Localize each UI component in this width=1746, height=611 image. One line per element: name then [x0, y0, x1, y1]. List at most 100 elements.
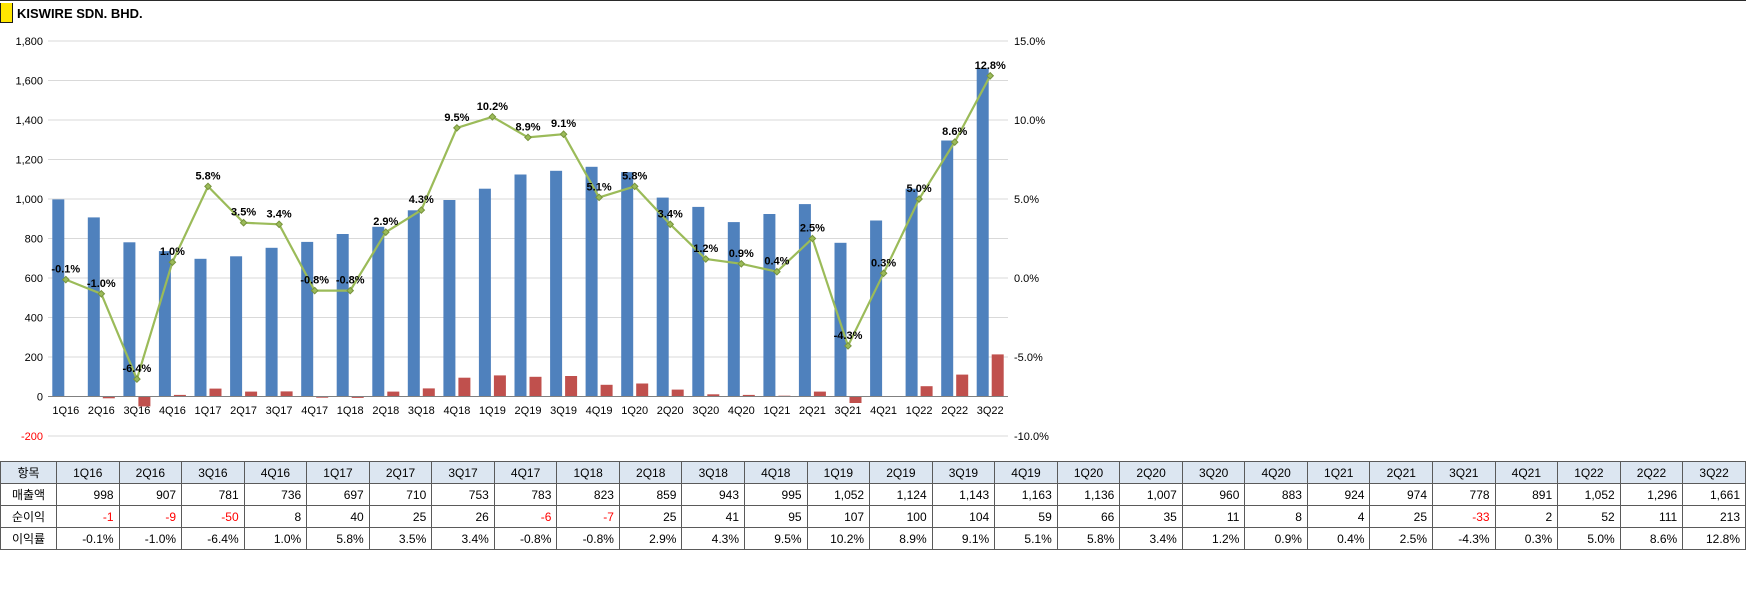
revenue-bar — [905, 188, 918, 397]
x-axis-label: 1Q17 — [195, 405, 222, 417]
left-axis-tick-label: 0 — [37, 392, 43, 404]
quarter-column-header: 2Q19 — [869, 461, 933, 484]
table-cell: 26 — [431, 505, 495, 528]
table-cell: 41 — [681, 505, 746, 528]
revenue-bar — [692, 206, 705, 397]
table-row: 이익률 -0.1% -1.0% -6.4% 1.0% 5.8% 3.5% 3.4% -0.8% -… — [0, 527, 1746, 550]
revenue-bar — [230, 256, 243, 397]
margin-marker — [275, 220, 284, 229]
table-cell: 883 — [1244, 483, 1308, 506]
margin-marker — [61, 275, 70, 284]
net-income-bar — [707, 394, 720, 397]
revenue-bar — [194, 258, 207, 397]
revenue-bar — [656, 197, 669, 397]
table-cell: 891 — [1494, 483, 1559, 506]
margin-marker — [97, 289, 106, 298]
revenue-bar — [585, 166, 598, 397]
margin-data-label: 2.5% — [800, 223, 825, 235]
table-cell: 59 — [994, 505, 1058, 528]
table-cell: -6 — [493, 505, 558, 528]
table-cell: 1,163 — [994, 483, 1058, 506]
revenue-bar — [550, 170, 563, 397]
row-label: 이익률 — [0, 527, 57, 550]
table-cell: 859 — [618, 483, 683, 506]
table-cell: 0.4% — [1306, 527, 1371, 550]
quarter-column-header: 4Q16 — [243, 461, 308, 484]
table-cell: 8 — [243, 505, 308, 528]
table-cell: 1.2% — [1181, 527, 1246, 550]
revenue-margin-combo-chart: -0.1% -1.0% -6.4% 1.0% 5.8% 3.5% 3.4% -0.8% -0.8… — [0, 25, 1065, 461]
left-axis-tick-label: 1,200 — [15, 155, 43, 167]
x-axis-label: 1Q21 — [763, 405, 790, 417]
left-axis-tick-label: 400 — [25, 313, 43, 325]
revenue-bar — [336, 234, 349, 397]
net-income-bar — [245, 391, 258, 397]
x-axis-label: 1Q22 — [906, 405, 933, 417]
table-cell: 8.9% — [869, 527, 933, 550]
x-axis-label: 4Q21 — [870, 405, 897, 417]
row-label: 매출액 — [0, 483, 57, 506]
table-cell: 213 — [1682, 505, 1746, 528]
x-axis-label: 4Q16 — [159, 405, 186, 417]
table-cell: 100 — [869, 505, 933, 528]
quarter-column-header: 2Q21 — [1369, 461, 1434, 484]
x-axis-label: 2Q20 — [657, 405, 684, 417]
revenue-bar — [727, 222, 740, 397]
quarter-column-header: 2Q16 — [118, 461, 183, 484]
margin-data-label: 5.1% — [587, 181, 612, 193]
net-income-bar — [316, 396, 329, 398]
title-row: KISWIRE SDN. BHD. — [0, 1, 1746, 25]
table-cell: 1,661 — [1682, 483, 1746, 506]
x-axis-label: 3Q20 — [692, 405, 719, 417]
table-cell: -4.3% — [1432, 527, 1496, 550]
table-cell: 107 — [806, 505, 871, 528]
left-axis-tick-label: 1,800 — [15, 36, 43, 48]
x-axis-label: 4Q17 — [301, 405, 328, 417]
quarter-column-header: 2Q20 — [1119, 461, 1183, 484]
quarter-column-header: 3Q20 — [1181, 461, 1246, 484]
right-axis-tick-label: 15.0% — [1014, 36, 1045, 48]
net-income-bar — [351, 396, 364, 398]
net-income-bar — [458, 377, 471, 397]
margin-marker — [879, 269, 888, 278]
table-cell: 9.1% — [931, 527, 996, 550]
revenue-bar — [87, 217, 100, 397]
margin-data-label: -0.8% — [300, 275, 329, 287]
margin-data-label: -6.4% — [123, 363, 152, 375]
margin-marker — [239, 218, 248, 227]
revenue-bar — [514, 174, 527, 397]
quarter-column-header: 2Q18 — [618, 461, 683, 484]
row-label: 순이익 — [0, 505, 57, 528]
table-cell: -1.0% — [118, 527, 183, 550]
table-cell: 2.5% — [1369, 527, 1434, 550]
table-cell: -50 — [181, 505, 245, 528]
table-cell: 781 — [181, 483, 245, 506]
margin-marker — [808, 234, 817, 243]
table-cell: 1,052 — [1557, 483, 1621, 506]
table-cell: 1,007 — [1119, 483, 1183, 506]
revenue-bar — [478, 188, 491, 397]
quarter-column-header: 3Q16 — [181, 461, 245, 484]
quarter-column-header: 4Q21 — [1494, 461, 1559, 484]
quarter-column-header: 2Q17 — [368, 461, 433, 484]
margin-data-label: -0.1% — [51, 264, 80, 276]
net-income-bar — [493, 375, 506, 397]
margin-data-label: 1.0% — [160, 246, 185, 258]
margin-marker — [168, 258, 177, 267]
x-axis-label: 3Q18 — [408, 405, 435, 417]
quarter-column-header: 2Q22 — [1619, 461, 1684, 484]
margin-data-label: 5.0% — [907, 183, 932, 195]
table-cell: 0.3% — [1494, 527, 1559, 550]
table-cell: 9.5% — [744, 527, 808, 550]
net-income-bar — [956, 374, 969, 397]
table-cell: -0.8% — [556, 527, 620, 550]
margin-data-label: 9.1% — [551, 118, 576, 130]
table-cell: 823 — [556, 483, 620, 506]
margin-marker — [559, 130, 568, 139]
quarter-column-header: 4Q18 — [744, 461, 808, 484]
net-income-bar — [600, 384, 613, 397]
left-axis-tick-label: 800 — [25, 234, 43, 246]
x-axis-label: 2Q17 — [230, 405, 257, 417]
table-cell: 25 — [618, 505, 683, 528]
revenue-bar — [870, 220, 883, 397]
